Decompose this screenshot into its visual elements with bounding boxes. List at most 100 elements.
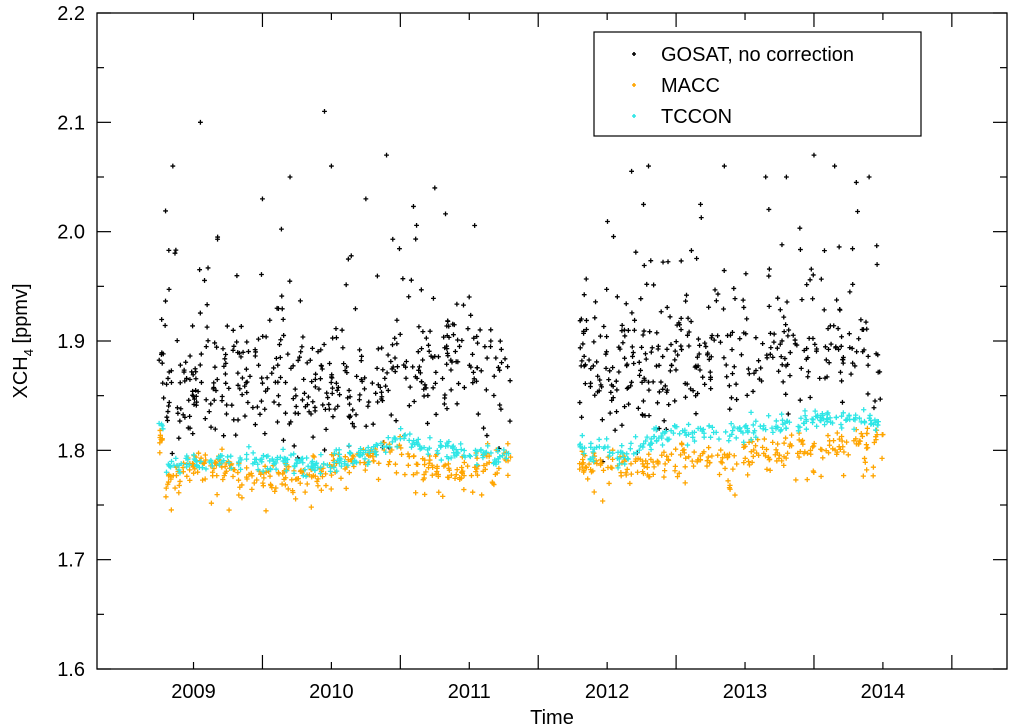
data-point [448, 387, 454, 393]
data-point [823, 448, 829, 454]
data-point [259, 272, 264, 277]
data-point [223, 468, 229, 474]
data-point [345, 462, 351, 468]
data-point [408, 277, 414, 283]
data-point [507, 418, 513, 424]
data-point [400, 276, 406, 282]
data-point [240, 349, 246, 355]
data-point [585, 476, 591, 482]
data-point [582, 381, 588, 387]
data-point [345, 395, 351, 401]
data-point [502, 356, 508, 362]
data-point [387, 444, 393, 450]
data-point [688, 386, 693, 392]
data-point [233, 432, 239, 438]
data-point [224, 402, 230, 408]
data-point [388, 412, 394, 418]
data-point [641, 263, 647, 268]
data-point [499, 360, 504, 366]
data-point [633, 450, 640, 456]
data-point [590, 454, 596, 460]
y-axis-label-subscript: 4 [21, 349, 36, 356]
data-point [236, 459, 242, 465]
data-point [343, 282, 349, 288]
data-point [682, 464, 688, 470]
data-point [448, 367, 454, 373]
data-point [775, 441, 781, 447]
data-point [874, 432, 880, 438]
data-point [213, 388, 219, 393]
data-point [470, 351, 475, 357]
data-point [632, 327, 637, 333]
data-point [397, 331, 403, 337]
data-point [456, 381, 461, 386]
data-point [840, 399, 845, 405]
data-point [433, 369, 439, 375]
data-point [730, 330, 735, 335]
data-point [388, 359, 394, 364]
data-point [255, 467, 261, 473]
data-point [706, 357, 712, 362]
y-axis-label-main: XCH [10, 356, 32, 398]
data-point [249, 473, 255, 479]
data-point [787, 441, 793, 447]
data-point [278, 337, 284, 343]
data-point [318, 376, 323, 382]
data-point [797, 225, 803, 231]
data-point [290, 396, 296, 402]
data-point [426, 460, 432, 466]
data-point [581, 353, 587, 359]
data-point [414, 470, 420, 476]
data-point [244, 339, 250, 345]
data-point [619, 422, 625, 428]
data-point [350, 407, 356, 413]
data-point [804, 346, 810, 351]
data-point [203, 466, 209, 472]
data-point [708, 377, 713, 382]
data-point [767, 467, 773, 473]
data-point [846, 413, 852, 419]
data-point [691, 438, 698, 444]
data-point [604, 436, 610, 442]
data-point [230, 327, 236, 333]
data-point [636, 447, 642, 453]
data-point [212, 426, 218, 432]
data-point [620, 454, 626, 460]
data-point [262, 431, 268, 437]
data-point [297, 458, 303, 464]
data-point [211, 465, 217, 472]
data-point [173, 455, 179, 461]
data-point [373, 452, 380, 458]
data-point [363, 196, 369, 202]
data-point [749, 459, 755, 466]
data-point [159, 423, 165, 429]
data-point [440, 493, 446, 499]
data-point [397, 246, 402, 252]
data-point [194, 399, 200, 405]
data-point [285, 486, 291, 492]
data-point [654, 437, 660, 444]
data-point [668, 342, 674, 347]
data-point [310, 434, 316, 440]
data-point [505, 441, 511, 447]
data-point [423, 469, 429, 475]
y-tick-label: 2.1 [57, 112, 85, 134]
data-point [452, 475, 458, 481]
data-point [163, 208, 168, 214]
data-point [730, 371, 735, 376]
data-point [708, 354, 714, 360]
data-point [265, 453, 271, 459]
data-point [224, 323, 230, 329]
data-point [317, 470, 324, 477]
data-point [863, 319, 869, 325]
data-point [414, 222, 419, 228]
data-point [210, 473, 216, 479]
data-point [300, 460, 306, 466]
data-point [310, 453, 316, 459]
data-point [304, 360, 310, 366]
data-point [211, 380, 217, 386]
data-point [854, 349, 860, 355]
data-point [693, 363, 699, 369]
data-point [607, 449, 613, 455]
data-point [445, 351, 450, 356]
